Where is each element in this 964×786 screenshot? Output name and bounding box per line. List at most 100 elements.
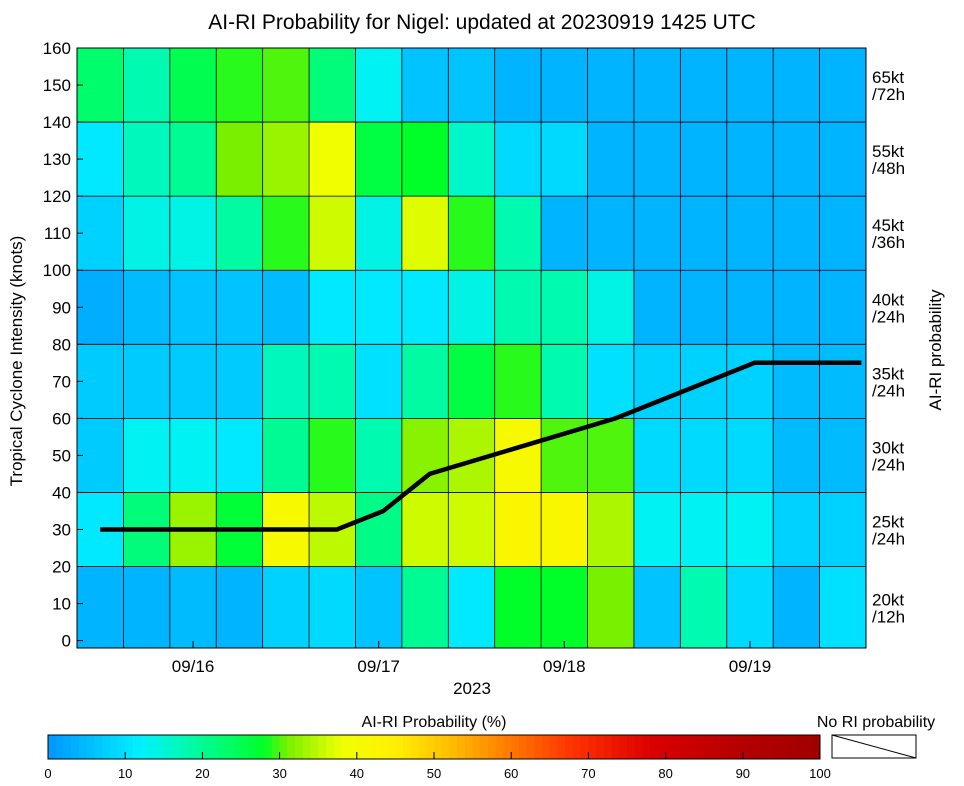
colorbar-segment xyxy=(650,735,659,759)
plot-frame xyxy=(76,47,867,649)
heatmap-cell xyxy=(123,196,171,271)
heatmap-cell xyxy=(587,122,635,197)
colorbar-segment xyxy=(256,735,265,759)
no-ri-legend-label: No RI probability xyxy=(817,714,935,731)
colorbar-tick-label: 50 xyxy=(427,766,441,781)
heatmap-cell xyxy=(819,492,867,567)
colorbar-segment xyxy=(295,735,304,759)
heatmap-cell xyxy=(680,566,728,649)
colorbar-tick-label: 20 xyxy=(195,766,209,781)
heatmap-cell xyxy=(169,270,217,345)
colorbar-segment xyxy=(765,735,775,759)
heatmap-cell xyxy=(123,418,171,493)
colorbar-segment xyxy=(758,735,767,759)
row-threshold-label: 20kt xyxy=(872,590,904,609)
heatmap-cell xyxy=(123,48,171,123)
colorbar-segment xyxy=(171,735,180,759)
row-threshold-label: /24h xyxy=(872,381,905,400)
heatmap-cell xyxy=(819,122,867,197)
y-tick-label: 10 xyxy=(52,595,71,614)
colorbar-segment xyxy=(634,735,643,759)
y-tick-label: 110 xyxy=(44,224,71,243)
heatmap-cell xyxy=(216,196,264,271)
colorbar-segment xyxy=(565,735,574,759)
heatmap-cell xyxy=(773,196,820,271)
heatmap-cell xyxy=(633,196,681,271)
colorbar-segment xyxy=(704,735,713,759)
colorbar-segment xyxy=(325,735,335,759)
colorbar-segment xyxy=(86,735,95,759)
colorbar-segment xyxy=(735,735,744,759)
colorbar-segment xyxy=(580,735,589,759)
intensity-forecast-line xyxy=(100,360,862,532)
colorbar-segment xyxy=(711,735,721,759)
colorbar-segment xyxy=(526,735,535,759)
heatmap-cell xyxy=(401,418,449,493)
colorbar-segment xyxy=(102,735,111,759)
heatmap-cell xyxy=(726,122,774,197)
heatmap-cell xyxy=(494,492,542,567)
colorbar-segment xyxy=(549,735,559,759)
colorbar-segment xyxy=(156,735,165,759)
heatmap-cell xyxy=(216,270,264,345)
y-tick-label: 140 xyxy=(43,113,71,132)
chart-title: AI-RI Probability for Nigel: updated at … xyxy=(208,11,756,34)
heatmap-cell xyxy=(355,566,403,649)
colorbar-segment xyxy=(248,735,257,759)
heatmap-cell xyxy=(262,566,310,649)
colorbar-tick-label: 0 xyxy=(44,766,51,781)
heatmap-cell xyxy=(169,418,217,493)
right-axis-label: AI-RI probability xyxy=(926,289,945,410)
colorbar-segment xyxy=(619,735,628,759)
heatmap-cell xyxy=(541,344,588,419)
heatmap-cell xyxy=(448,492,496,567)
colorbar-segment xyxy=(333,735,342,759)
colorbar-segment xyxy=(727,735,736,759)
heatmap-cell xyxy=(216,418,264,493)
heatmap-cell xyxy=(309,196,356,271)
colorbar-segment xyxy=(179,735,188,759)
colorbar-segment xyxy=(480,735,489,759)
colorbar-segment xyxy=(696,735,705,759)
colorbar-segment xyxy=(781,735,790,759)
colorbar-segment xyxy=(434,735,443,759)
colorbar-tick-label: 70 xyxy=(581,766,595,781)
heatmap-cell xyxy=(169,566,217,649)
no-ri-legend-swatch xyxy=(831,734,917,759)
x-axis-ticks: 09/16 09/17 09/18 09/19 xyxy=(172,641,771,676)
colorbar-segment xyxy=(117,735,126,759)
colorbar-segment xyxy=(71,735,80,759)
heatmap-cell xyxy=(401,344,449,419)
colorbar-segment xyxy=(457,735,466,759)
x-tick-label: 09/16 xyxy=(172,657,215,676)
colorbar-segment xyxy=(403,735,412,759)
colorbar-segment xyxy=(410,735,420,759)
colorbar-segment xyxy=(426,735,435,759)
heatmap-cell xyxy=(309,270,356,345)
heatmap-cell xyxy=(123,344,171,419)
heatmap-cell xyxy=(355,48,403,123)
heatmap-cell xyxy=(773,270,820,345)
row-threshold-label: 55kt xyxy=(872,142,904,161)
heatmap-cell xyxy=(448,566,496,649)
heatmap-cell xyxy=(216,48,264,123)
heatmap-cell xyxy=(262,48,310,123)
colorbar-segment xyxy=(441,735,450,759)
colorbar-segment xyxy=(210,735,219,759)
colorbar-segment xyxy=(279,735,288,759)
colorbar-segment xyxy=(796,735,806,759)
colorbar-segment xyxy=(627,735,636,759)
heatmap-cell xyxy=(541,270,588,345)
colorbar-segment xyxy=(395,735,404,759)
heatmap-cell xyxy=(448,48,496,123)
heatmap-cell xyxy=(355,344,403,419)
colorbar-segment xyxy=(804,735,813,759)
y-axis-ticks: 0 10 20 30 40 50 60 70 80 90 100 110 120 130 140 150 160 xyxy=(43,39,83,651)
colorbar-segment xyxy=(132,735,142,759)
heatmap-cell xyxy=(401,270,449,345)
heatmap-cell xyxy=(216,122,264,197)
colorbar-segment xyxy=(488,735,497,759)
colorbar-segment xyxy=(287,735,296,759)
colorbar-segment xyxy=(94,735,103,759)
